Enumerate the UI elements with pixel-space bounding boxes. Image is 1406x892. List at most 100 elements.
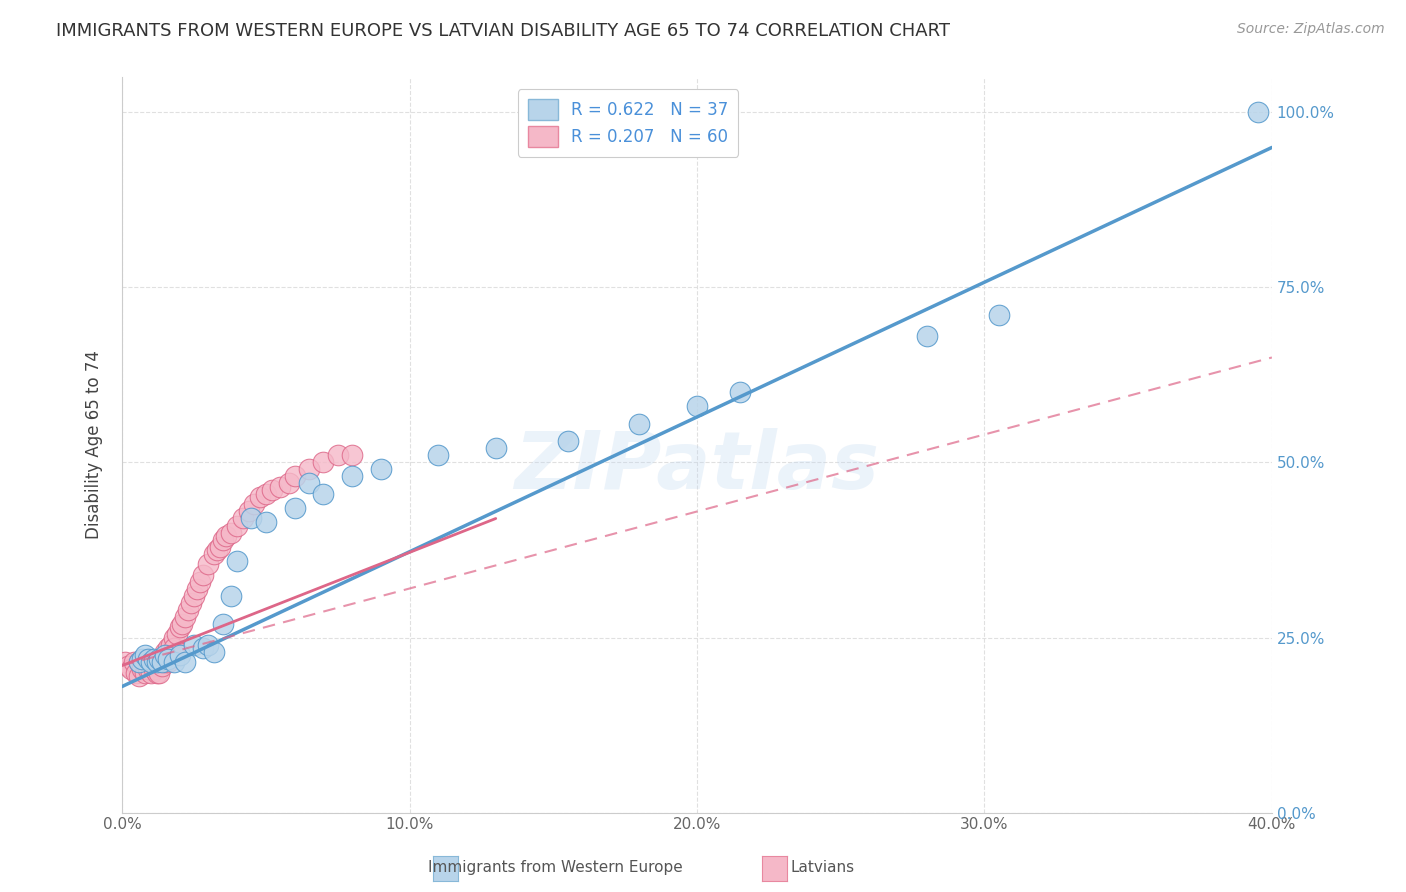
Point — [180, 595, 202, 609]
Point — [197, 557, 219, 571]
Point — [370, 462, 392, 476]
Point — [166, 627, 188, 641]
Point — [142, 651, 165, 665]
Point — [134, 648, 156, 662]
Text: Latvians: Latvians — [790, 861, 855, 875]
Point — [183, 638, 205, 652]
Point — [131, 658, 153, 673]
Point — [485, 442, 508, 456]
Point — [142, 655, 165, 669]
Point — [150, 658, 173, 673]
Point — [117, 658, 139, 673]
Point — [136, 651, 159, 665]
Point — [114, 655, 136, 669]
Point — [174, 609, 197, 624]
Point — [142, 662, 165, 676]
Point — [298, 476, 321, 491]
Point — [145, 655, 167, 669]
Point — [628, 417, 651, 431]
Point — [254, 487, 277, 501]
Point — [340, 449, 363, 463]
Point — [205, 543, 228, 558]
Point — [219, 525, 242, 540]
Point — [186, 582, 208, 596]
Point — [139, 665, 162, 680]
Point — [134, 665, 156, 680]
Point — [169, 648, 191, 662]
Point — [136, 658, 159, 673]
Point — [183, 589, 205, 603]
Text: Source: ZipAtlas.com: Source: ZipAtlas.com — [1237, 22, 1385, 37]
Point — [232, 511, 254, 525]
Point — [125, 665, 148, 680]
Point — [131, 662, 153, 676]
Point — [211, 616, 233, 631]
Point — [219, 589, 242, 603]
Point — [163, 631, 186, 645]
Point — [987, 309, 1010, 323]
Point — [202, 547, 225, 561]
Point — [240, 511, 263, 525]
Point — [160, 638, 183, 652]
Point — [122, 655, 145, 669]
Point — [139, 655, 162, 669]
Point — [686, 400, 709, 414]
Point — [226, 553, 249, 567]
Point — [145, 658, 167, 673]
Point — [243, 498, 266, 512]
Point — [163, 655, 186, 669]
Point — [128, 655, 150, 669]
Point — [326, 449, 349, 463]
Text: ZIPatlas: ZIPatlas — [515, 428, 880, 506]
Point — [283, 469, 305, 483]
Point — [191, 567, 214, 582]
Point — [128, 669, 150, 683]
Point — [188, 574, 211, 589]
Point — [298, 462, 321, 476]
Point — [191, 640, 214, 655]
Point — [174, 655, 197, 669]
Point — [427, 449, 450, 463]
Point — [915, 329, 938, 343]
Point — [226, 518, 249, 533]
Point — [172, 616, 194, 631]
Point — [211, 533, 233, 547]
Point — [148, 651, 170, 665]
Point — [145, 665, 167, 680]
Point — [148, 665, 170, 680]
Point — [312, 487, 335, 501]
Point — [197, 638, 219, 652]
Text: IMMIGRANTS FROM WESTERN EUROPE VS LATVIAN DISABILITY AGE 65 TO 74 CORRELATION CH: IMMIGRANTS FROM WESTERN EUROPE VS LATVIA… — [56, 22, 950, 40]
Point — [157, 655, 180, 669]
Point — [153, 648, 176, 662]
Point — [277, 476, 299, 491]
Point — [136, 662, 159, 676]
Point — [269, 480, 291, 494]
Point — [260, 483, 283, 498]
Point — [163, 640, 186, 655]
Y-axis label: Disability Age 65 to 74: Disability Age 65 to 74 — [86, 351, 103, 540]
Point — [128, 655, 150, 669]
Point — [254, 515, 277, 529]
Point — [153, 644, 176, 658]
Text: Immigrants from Western Europe: Immigrants from Western Europe — [427, 861, 683, 875]
Point — [340, 469, 363, 483]
Point — [131, 651, 153, 665]
Point — [557, 434, 579, 449]
Point — [728, 385, 751, 400]
Point — [214, 529, 236, 543]
Point — [169, 620, 191, 634]
Legend: R = 0.622   N = 37, R = 0.207   N = 60: R = 0.622 N = 37, R = 0.207 N = 60 — [517, 89, 738, 157]
Point — [148, 655, 170, 669]
Point — [139, 655, 162, 669]
Point — [157, 651, 180, 665]
Point — [120, 662, 142, 676]
Point — [208, 540, 231, 554]
Point — [249, 491, 271, 505]
Point — [134, 655, 156, 669]
Point — [202, 644, 225, 658]
Point — [177, 602, 200, 616]
Point — [312, 455, 335, 469]
Point — [157, 640, 180, 655]
Point — [238, 504, 260, 518]
